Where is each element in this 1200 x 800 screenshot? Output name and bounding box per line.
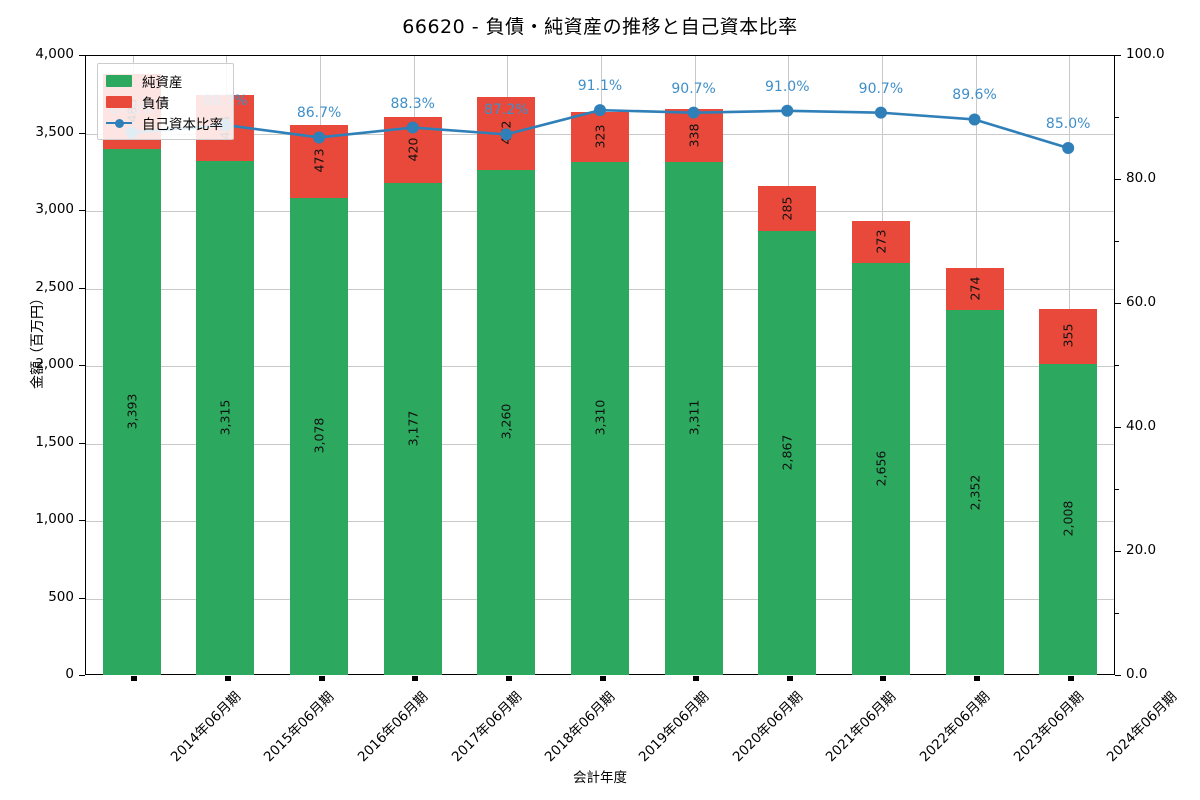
equity-ratio-marker[interactable] [500, 128, 513, 141]
equity-ratio-value-label: 88.3% [390, 95, 435, 112]
y-axis-left-tick-label: 3,500 [35, 123, 74, 140]
x-axis-tickmark [1067, 676, 1074, 681]
bar-segment-equity[interactable] [196, 161, 255, 675]
bar-segment-liabilities[interactable] [758, 186, 817, 231]
x-axis-label: 会計年度 [573, 770, 627, 786]
y-axis-left-tick-label: 2,500 [35, 278, 74, 295]
equity-ratio-marker[interactable] [781, 104, 794, 117]
legend-label-equity: 純資産 [142, 74, 183, 91]
bar-segment-equity[interactable] [1039, 363, 1098, 675]
y-axis-right-tickmark [1115, 675, 1121, 676]
legend-swatch-icon-equity [106, 74, 132, 87]
y-axis-left-tick-label: 1,000 [35, 511, 74, 527]
y-axis-left-tick-label: 500 [48, 588, 74, 605]
y-axis-left-tickmark [79, 210, 85, 211]
x-axis-tickmark [224, 676, 231, 681]
equity-ratio-value-label: 90.7% [671, 80, 716, 97]
y-axis-left-tick-label: 2,000 [35, 356, 74, 372]
equity-ratio-marker[interactable] [594, 104, 606, 117]
y-axis-left-tickmark [79, 597, 85, 599]
y-axis-right-tickmark [1115, 551, 1121, 552]
legend-label-liabilities: 負債 [142, 95, 169, 112]
legend-label-equity-ratio: 自己資本比率 [142, 116, 223, 133]
y-axis-left-tick-label: 0 [65, 666, 74, 682]
equity-ratio-value-label: 91.0% [765, 78, 810, 95]
y-axis-left-tickmark [79, 365, 85, 366]
y-axis-right-minor-tickmark [1115, 241, 1119, 242]
legend-item-liabilities[interactable]: 負債 [106, 91, 223, 112]
y-axis-left-tickmark [79, 55, 85, 56]
x-axis-tickmark [880, 676, 887, 681]
equity-ratio-value-label: 85.0% [1045, 116, 1091, 132]
y-axis-right-minor-tickmark [1115, 117, 1119, 118]
bar-segment-liabilities[interactable] [945, 267, 1004, 311]
y-axis-left-tick-label: 1,500 [35, 433, 74, 450]
bar-segment-liabilities[interactable] [851, 221, 910, 264]
equity-ratio-value-label: 87.2% [484, 102, 529, 119]
bar-segment-equity[interactable] [570, 161, 630, 675]
y-axis-right-tick-label: 60.0 [1126, 294, 1157, 310]
bar-segment-equity[interactable] [383, 182, 442, 675]
bar-segment-liabilities[interactable] [1039, 308, 1098, 364]
bar-segment-liabilities[interactable] [570, 111, 630, 162]
y-axis-right-minor-tickmark [1115, 613, 1119, 614]
bar-segment-equity[interactable] [758, 230, 817, 675]
y-axis-left-tick-label: 3,000 [35, 201, 74, 217]
y-axis-right-tickmark [1115, 179, 1121, 180]
legend-line-icon-equity-ratio [106, 117, 132, 129]
y-axis-right-tick-label: 40.0 [1126, 418, 1157, 434]
legend-item-equity-ratio[interactable]: 自己資本比率 [106, 112, 223, 133]
chart-legend: 純資産 負債 自己資本比率 [97, 63, 234, 140]
y-axis-right-minor-tickmark [1115, 489, 1119, 490]
y-axis-right-tick-label: 0.0 [1126, 666, 1148, 682]
equity-ratio-marker[interactable] [968, 113, 981, 126]
bar-segment-equity[interactable] [664, 161, 723, 675]
equity-ratio-marker[interactable] [406, 121, 419, 134]
equity-ratio-value-label: 86.7% [296, 105, 342, 122]
y-axis-left-tick-label: 4,000 [35, 46, 74, 62]
bar-segment-equity[interactable] [102, 149, 161, 675]
y-axis-right-minor-tickmark [1115, 365, 1119, 366]
legend-item-equity[interactable]: 純資産 [106, 70, 223, 91]
bar-segment-equity[interactable] [290, 197, 349, 675]
x-axis-tickmark [412, 676, 419, 681]
bar-segment-equity[interactable] [851, 263, 910, 675]
chart-title: 66620 - 負債・純資産の推移と自己資本比率 [402, 16, 798, 38]
y-axis-right-tick-label: 100.0 [1126, 46, 1165, 62]
equity-ratio-value-label: 89.6% [952, 87, 997, 104]
y-axis-right-tick-label: 80.0 [1126, 170, 1157, 186]
legend-swatch-icon-liabilities [106, 95, 132, 108]
x-axis-tickmark [131, 676, 138, 681]
equity-ratio-value-label: 91.1% [577, 78, 623, 95]
y-axis-left-tickmark [79, 675, 85, 676]
bar-segment-equity[interactable] [477, 169, 536, 675]
x-axis-tickmark [786, 676, 793, 681]
y-axis-left-tickmark [79, 287, 85, 289]
equity-ratio-marker[interactable] [874, 106, 887, 119]
y-axis-left-tickmark [79, 442, 85, 444]
bar-segment-equity[interactable] [945, 310, 1004, 675]
x-axis-tickmark [505, 676, 512, 681]
equity-ratio-marker[interactable] [687, 106, 700, 119]
x-axis-tickmark [974, 676, 981, 681]
y-axis-right-tickmark [1115, 303, 1121, 304]
y-axis-left-tickmark [79, 520, 85, 521]
x-axis-tickmark [318, 676, 325, 681]
equity-ratio-value-label: 90.7% [858, 80, 904, 97]
y-axis-right-tickmark [1115, 55, 1121, 56]
y-axis-right-tick-label: 20.0 [1126, 542, 1157, 558]
x-axis-tickmark [693, 676, 700, 681]
equity-ratio-marker[interactable] [1062, 142, 1075, 154]
equity-ratio-marker[interactable] [313, 131, 326, 144]
x-axis-tickmark [599, 676, 606, 681]
y-axis-left-tickmark [79, 132, 85, 134]
y-axis-right-tickmark [1115, 427, 1121, 428]
